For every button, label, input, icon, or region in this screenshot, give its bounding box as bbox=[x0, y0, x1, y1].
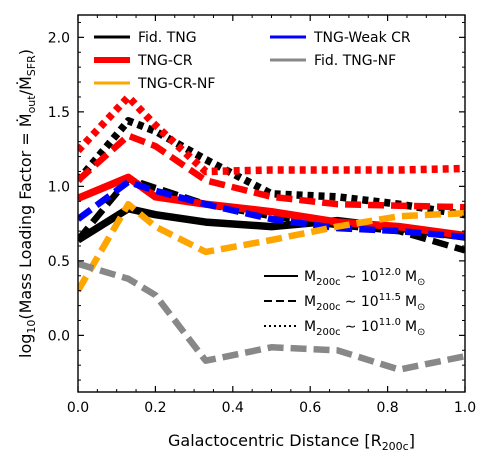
legend-label: TNG-CR-NF bbox=[137, 76, 215, 92]
legend-layer: Fid. TNG TNG-Weak CR TNG-CR Fid. TNG-NF TNG-… bbox=[94, 30, 425, 338]
legend-mass-label: M200c ∼ 1012.0 M⊙ bbox=[304, 267, 425, 288]
x-tick-label: 0.0 bbox=[67, 400, 89, 416]
legend-label: TNG-CR bbox=[137, 53, 193, 69]
series-line-tng-weak-cr-dashed bbox=[78, 178, 465, 241]
y-tick-label: 0.5 bbox=[48, 254, 70, 270]
x-tick-label: 0.4 bbox=[222, 400, 244, 416]
series-line-tng-cr-solid bbox=[78, 173, 465, 240]
x-tick-label: 0.6 bbox=[299, 400, 321, 416]
y-tick-label: 1.5 bbox=[48, 105, 70, 121]
series-layer bbox=[78, 93, 465, 373]
y-tick-label: 1.0 bbox=[48, 179, 70, 195]
x-tick-label: 0.8 bbox=[376, 400, 398, 416]
legend-label: Fid. TNG-NF bbox=[314, 53, 396, 69]
y-tick-label: 0.0 bbox=[48, 328, 70, 344]
x-axis-title: Galactocentric Distance [R200c] bbox=[168, 431, 415, 453]
legend-label: Fid. TNG bbox=[138, 30, 197, 46]
legend-label: TNG-Weak CR bbox=[313, 30, 411, 46]
legend-mass-label: M200c ∼ 1011.5 M⊙ bbox=[304, 292, 425, 313]
series-line-fid-tng-nf-dashed bbox=[78, 260, 465, 373]
x-tick-label: 0.2 bbox=[144, 400, 166, 416]
x-tick-label: 1.0 bbox=[454, 400, 476, 416]
y-tick-label: 2.0 bbox=[48, 30, 70, 46]
legend-mass-label: M200c ∼ 1011.0 M⊙ bbox=[304, 317, 425, 338]
axes-layer: 0.0 0.2 0.4 0.6 0.8 1.0 0.0 0.5 1.0 1.5 2.0 Galacto… bbox=[16, 14, 476, 453]
series-line-tng-cr-dotted bbox=[78, 93, 465, 176]
series-line-tng-cr-nf-dashed bbox=[78, 200, 465, 293]
series-line-fid-tng-dotted bbox=[78, 117, 465, 219]
y-axis-title: log10(Mass Loading Factor = Ṁout/ṀSFR) bbox=[16, 49, 38, 358]
series-line-tng-cr-dashed bbox=[78, 132, 465, 211]
